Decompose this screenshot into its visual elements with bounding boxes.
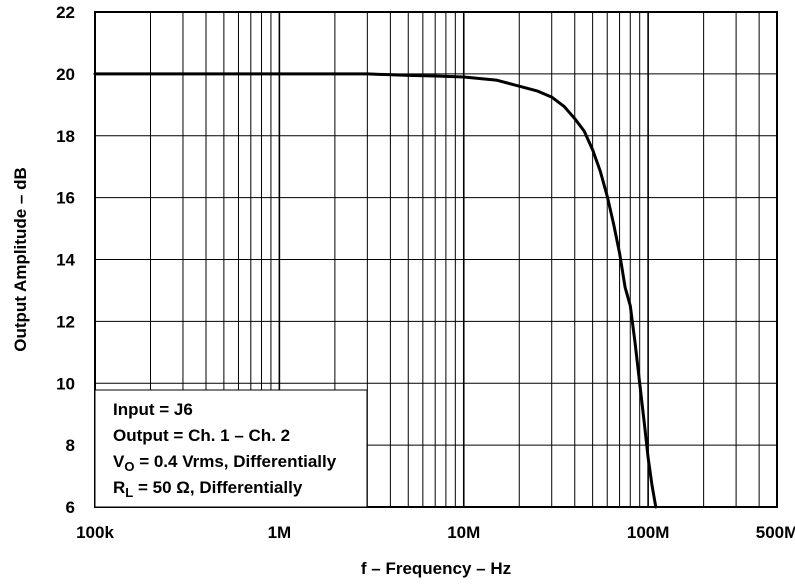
y-tick-label: 20 xyxy=(56,65,75,84)
y-tick-label: 18 xyxy=(56,127,75,146)
y-tick-labels: 6 8 10 12 14 16 18 20 22 xyxy=(56,3,75,517)
annotation-box xyxy=(94,389,368,508)
annotation-line: VO = 0.4 Vrms, Differentially xyxy=(113,452,337,474)
x-tick-label: 100k xyxy=(76,523,114,542)
y-tick-label: 10 xyxy=(56,374,75,393)
annotation-lines: Input = J6 Output = Ch. 1 – Ch. 2 VO = 0.4… xyxy=(113,400,337,500)
x-tick-label: 500M xyxy=(756,523,795,542)
x-tick-label: 10M xyxy=(447,523,480,542)
annotation-line: Output = Ch. 1 – Ch. 2 xyxy=(113,426,290,445)
series-line xyxy=(93,72,658,509)
y-tick-label: 22 xyxy=(56,3,75,22)
y-tick-label: 12 xyxy=(56,312,75,331)
y-tick-label: 8 xyxy=(66,436,75,455)
x-tick-labels: 100k 1M 10M 100M 500M xyxy=(76,523,795,542)
annotation-line: Input = J6 xyxy=(113,400,193,419)
series-layer xyxy=(93,72,658,509)
x-axis-title: f – Frequency – Hz xyxy=(361,559,511,578)
y-tick-label: 14 xyxy=(56,251,75,270)
x-tick-label: 100M xyxy=(627,523,670,542)
plot-frame xyxy=(94,11,778,508)
x-tick-label: 1M xyxy=(268,523,292,542)
y-tick-label: 16 xyxy=(56,189,75,208)
annotation-line: RL = 50 Ω, Differentially xyxy=(113,478,303,500)
y-axis-title: Output Amplitude – dB xyxy=(11,167,30,351)
y-tick-label: 6 xyxy=(66,498,75,517)
